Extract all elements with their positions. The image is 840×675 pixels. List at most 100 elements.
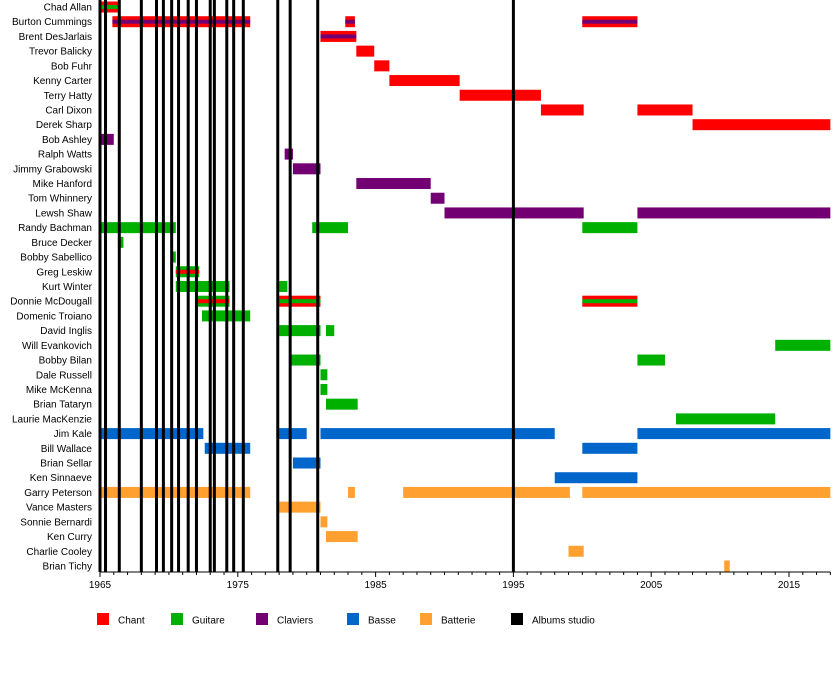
bar-batterie <box>279 501 321 513</box>
bar-guitare <box>775 339 831 351</box>
tick-label: 1975 <box>227 580 250 591</box>
tick-label: 1995 <box>502 580 525 591</box>
member-name: Randy Bachman <box>18 223 92 234</box>
bar-batterie <box>582 486 831 498</box>
bar-basse <box>637 428 831 440</box>
bar-batterie <box>348 486 355 498</box>
member-name: Sonnie Bernardi <box>20 517 92 528</box>
member-name: Vance Masters <box>26 503 92 514</box>
bar-batterie <box>403 486 570 498</box>
bar-basse <box>320 428 555 440</box>
legend-swatch-albums <box>511 613 523 625</box>
bar-guitare <box>320 383 328 395</box>
member-name: Kenny Carter <box>33 76 93 87</box>
legend-swatch-batterie <box>420 613 432 625</box>
bar-chant <box>692 119 831 131</box>
member-name: Mike McKenna <box>26 385 93 396</box>
member-name: Greg Leskiw <box>36 267 92 278</box>
bar-stripe-claviers <box>582 19 638 24</box>
bar-stripe-claviers <box>320 34 357 39</box>
member-name: Chad Allan <box>44 3 92 14</box>
member-name: Dale Russell <box>36 370 92 381</box>
bar-basse <box>554 472 638 484</box>
tick-label: 1965 <box>89 580 112 591</box>
member-name: Charlie Cooley <box>26 547 92 558</box>
member-name: Bob Fuhr <box>51 61 93 72</box>
legend-label-batterie: Batterie <box>441 616 476 627</box>
legend-label-basse: Basse <box>368 616 396 627</box>
bar-batterie <box>100 486 251 498</box>
bar-guitare <box>312 222 349 234</box>
album-lines <box>98 0 515 572</box>
tick-label: 2005 <box>640 580 663 591</box>
member-name: Ralph Watts <box>38 150 92 161</box>
bar-chant <box>356 45 375 57</box>
member-name: Bobby Sabellico <box>20 253 92 264</box>
bar-stripe-claviers <box>345 19 355 24</box>
member-name: Carl Dixon <box>45 105 92 116</box>
bar-stripe-guitare <box>582 299 638 304</box>
bar-guitare <box>320 369 328 381</box>
bar-basse <box>100 428 204 440</box>
member-name: Jimmy Grabowski <box>13 164 92 175</box>
bar-batterie <box>724 560 730 572</box>
member-name: Ken Curry <box>47 532 92 543</box>
member-name: Mike Hanford <box>33 179 92 190</box>
bar-guitare <box>325 398 358 410</box>
bar-guitare <box>325 325 335 337</box>
member-name: Garry Peterson <box>24 488 92 499</box>
member-name: Bill Wallace <box>41 444 93 455</box>
bar-batterie <box>325 531 358 543</box>
bar-guitare <box>676 413 776 425</box>
bar-guitare <box>637 354 665 366</box>
member-name: Donnie McDougall <box>10 297 92 308</box>
member-name: Lewsh Shaw <box>35 208 92 219</box>
legend-label-guitare: Guitare <box>192 616 225 627</box>
bar-chant <box>389 75 460 87</box>
member-name: Trevor Balicky <box>29 47 92 58</box>
member-name: Burton Cummings <box>12 17 92 28</box>
member-name: Domenic Troiano <box>16 311 92 322</box>
bar-basse <box>292 457 321 469</box>
member-name: Bruce Decker <box>31 238 92 249</box>
member-name: Brian Tataryn <box>33 400 92 411</box>
legend-label-albums: Albums studio <box>532 616 595 627</box>
bar-claviers <box>356 178 431 190</box>
bar-stripe-claviers <box>112 19 251 24</box>
tick-label: 1985 <box>364 580 387 591</box>
x-axis: 1965 1975 1985 1995 2005 2015 <box>89 571 831 591</box>
member-name: Will Evankovich <box>22 341 92 352</box>
bar-guitare <box>175 280 230 292</box>
legend-label-chant: Chant <box>118 616 145 627</box>
bar-guitare <box>291 354 321 366</box>
member-name: David Inglis <box>40 326 92 337</box>
bar-claviers <box>430 192 445 204</box>
legend-label-claviers: Claviers <box>277 616 313 627</box>
bar-chant <box>637 104 693 116</box>
bar-guitare <box>100 222 176 234</box>
legend-swatch-chant <box>97 613 109 625</box>
bar-guitare <box>279 325 321 337</box>
bar-claviers <box>292 163 321 175</box>
bar-stripe-guitare <box>279 299 321 304</box>
bar-guitare <box>582 222 638 234</box>
member-name: Laurie MacKenzie <box>12 414 92 425</box>
tick-label: 2015 <box>778 580 801 591</box>
legend-swatch-basse <box>347 613 359 625</box>
member-name: Bob Ashley <box>42 135 92 146</box>
bar-stripe-guitare <box>100 5 118 9</box>
member-name: Kurt Winter <box>42 282 93 293</box>
legend-swatch-claviers <box>256 613 268 625</box>
bar-guitare <box>279 280 288 292</box>
legend: Chant Guitare Claviers Basse Batterie Albums … <box>97 613 595 627</box>
bar-batterie <box>320 516 328 528</box>
member-name: Jim Kale <box>54 429 93 440</box>
bar-batterie <box>568 545 584 557</box>
legend-swatch-guitare <box>171 613 183 625</box>
bar-basse <box>279 428 307 440</box>
member-name: Bobby Bilan <box>39 356 92 367</box>
member-name: Brian Tichy <box>43 561 92 572</box>
member-name: Derek Sharp <box>36 120 93 131</box>
member-names: Chad Allan Burton Cummings Brent DesJarlai… <box>10 3 92 573</box>
